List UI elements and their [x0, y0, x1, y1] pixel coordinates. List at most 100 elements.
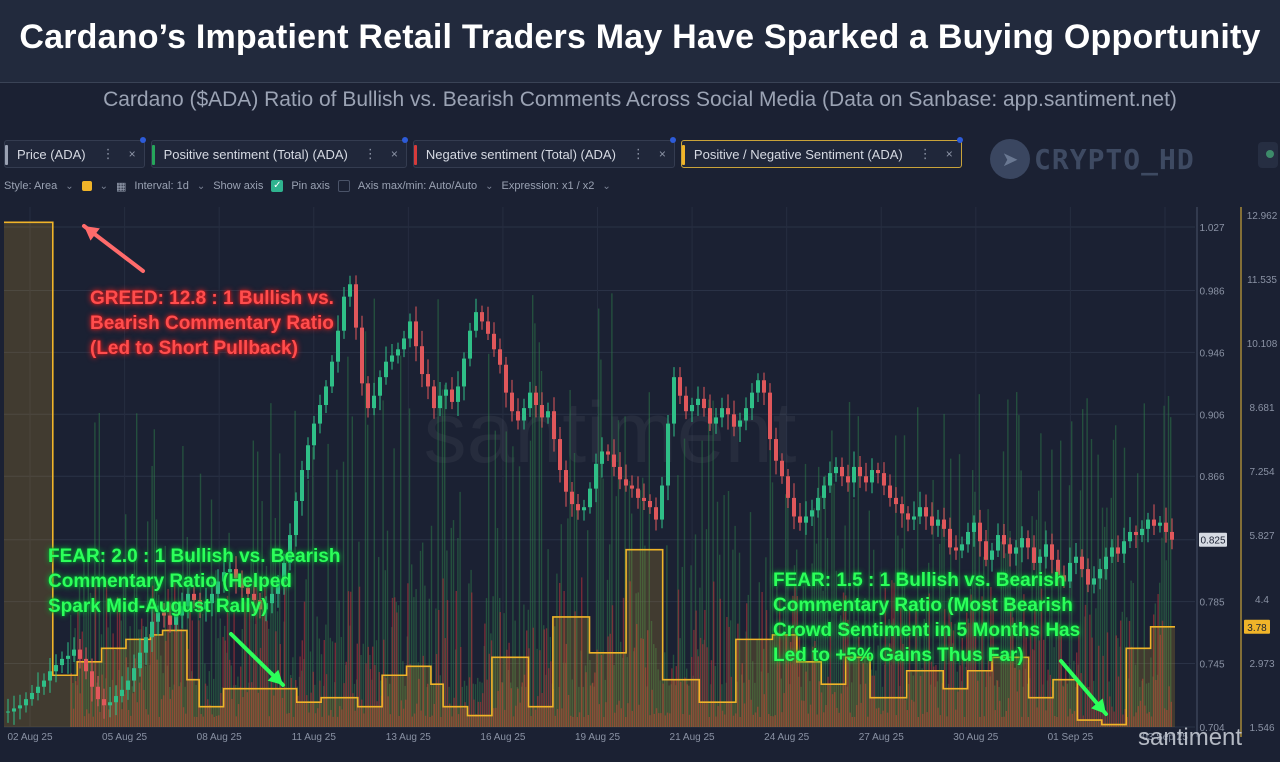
- settings-chip[interactable]: [1258, 142, 1278, 168]
- negative-sentiment-bar: [779, 598, 781, 727]
- negative-sentiment-bar: [281, 697, 284, 727]
- negative-sentiment-bar: [1023, 594, 1025, 727]
- price-candle-body: [1104, 556, 1108, 570]
- negative-sentiment-bar: [583, 716, 585, 727]
- negative-sentiment-bar: [570, 715, 572, 727]
- negative-sentiment-bar: [1153, 614, 1155, 727]
- negative-sentiment-bar: [171, 689, 174, 727]
- negative-sentiment-bar: [356, 643, 358, 727]
- positive-sentiment-bar: [974, 491, 976, 727]
- positive-sentiment-bar: [595, 477, 598, 727]
- negative-sentiment-bar: [235, 716, 237, 727]
- negative-sentiment-bar: [464, 702, 466, 727]
- negative-sentiment-bar: [365, 663, 367, 727]
- chevron-down-icon[interactable]: ⌄: [602, 180, 611, 192]
- negative-sentiment-bar: [451, 716, 453, 727]
- metric-close-icon[interactable]: ×: [945, 147, 953, 161]
- positive-sentiment-bar: [631, 513, 633, 727]
- negative-sentiment-bar: [455, 590, 457, 727]
- negative-sentiment-bar: [1062, 686, 1065, 727]
- metric-close-icon[interactable]: ×: [390, 147, 398, 161]
- price-candle-body: [1002, 535, 1006, 545]
- negative-sentiment-bar: [981, 596, 983, 727]
- negative-sentiment-bar: [812, 646, 814, 727]
- positive-sentiment-bar: [402, 661, 404, 727]
- price-candle-body: [60, 658, 64, 666]
- negative-sentiment-bar: [1117, 676, 1120, 727]
- interval-select[interactable]: Interval: 1d: [134, 180, 189, 192]
- chevron-down-icon[interactable]: ⌄: [485, 180, 494, 192]
- positive-sentiment-bar: [1150, 657, 1152, 727]
- negative-sentiment-bar: [1144, 705, 1146, 727]
- negative-sentiment-bar: [761, 592, 763, 727]
- negative-sentiment-bar: [83, 716, 86, 727]
- metric-tab-positive-sentiment[interactable]: Positive sentiment (Total) (ADA) ⋮ ×: [150, 137, 408, 168]
- price-tick-label: 0.785: [1199, 598, 1224, 609]
- positive-sentiment-bar: [474, 684, 477, 727]
- positive-sentiment-bar: [430, 525, 433, 727]
- positive-sentiment-bar: [1110, 497, 1112, 727]
- negative-sentiment-bar: [1054, 715, 1056, 727]
- negative-sentiment-bar: [1014, 667, 1016, 727]
- axis-minmax-select[interactable]: Axis max/min: Auto/Auto: [357, 180, 478, 192]
- chevron-down-icon[interactable]: ⌄: [196, 180, 206, 192]
- positive-sentiment-bar: [824, 475, 826, 727]
- price-candle-body: [396, 349, 400, 356]
- positive-sentiment-bar: [1060, 440, 1062, 727]
- negative-sentiment-bar: [427, 683, 429, 727]
- negative-sentiment-bar: [735, 713, 737, 727]
- greed-annotation: GREED: 12.8 : 1 Bullish vs. Bearish Comm…: [90, 286, 334, 361]
- positive-sentiment-bar: [804, 463, 807, 727]
- price-candle-body: [414, 321, 418, 347]
- metric-tab-ratio[interactable]: Positive / Negative Sentiment (ADA) ⋮ ×: [680, 137, 963, 168]
- expression-select[interactable]: Expression: x1 / x2: [501, 180, 595, 192]
- negative-sentiment-bar: [587, 715, 589, 727]
- chevron-down-icon[interactable]: ⌄: [99, 180, 108, 192]
- price-candle-body: [42, 680, 46, 687]
- show-axis-checkbox[interactable]: ✓: [271, 180, 284, 192]
- positive-sentiment-bar: [138, 629, 140, 727]
- positive-sentiment-bar: [367, 424, 369, 727]
- negative-sentiment-bar: [233, 608, 235, 727]
- positive-sentiment-bar: [1051, 449, 1053, 727]
- metric-menu-icon[interactable]: ⋮: [631, 146, 645, 161]
- chevron-down-icon[interactable]: ⌄: [65, 180, 74, 192]
- metric-status-dot: [139, 137, 146, 143]
- color-swatch[interactable]: [81, 181, 92, 191]
- positive-sentiment-bar: [287, 549, 290, 727]
- metric-menu-icon[interactable]: ⋮: [363, 146, 377, 161]
- negative-sentiment-bar: [774, 715, 776, 727]
- negative-sentiment-bar: [977, 680, 979, 727]
- positive-sentiment-bar: [714, 665, 716, 727]
- negative-sentiment-bar: [818, 681, 820, 727]
- negative-sentiment-bar: [308, 712, 310, 727]
- price-candle-body: [534, 392, 538, 406]
- price-candle-body: [996, 535, 1000, 551]
- metric-menu-icon[interactable]: ⋮: [918, 146, 932, 161]
- negative-sentiment-bar: [119, 607, 121, 727]
- positive-sentiment-bar: [1027, 683, 1029, 727]
- ratio-line: [4, 221, 1175, 726]
- positive-sentiment-bar: [327, 443, 329, 727]
- positive-sentiment-bar: [155, 519, 158, 727]
- metric-tab-price[interactable]: Price (ADA) ⋮ ×: [4, 137, 146, 168]
- negative-sentiment-bar: [204, 683, 207, 727]
- positive-sentiment-bar: [444, 384, 446, 727]
- negative-sentiment-bar: [495, 707, 497, 727]
- pin-axis-checkbox[interactable]: [337, 180, 350, 192]
- metric-menu-icon[interactable]: ⋮: [101, 146, 115, 161]
- positive-sentiment-bar: [560, 524, 562, 727]
- negative-sentiment-bar: [174, 579, 176, 727]
- positive-sentiment-bar: [136, 413, 138, 727]
- metric-tab-negative-sentiment[interactable]: Negative sentiment (Total) (ADA) ⋮ ×: [412, 137, 676, 168]
- negative-sentiment-bar: [768, 714, 770, 727]
- price-candle-body: [936, 519, 940, 526]
- positive-sentiment-bar: [408, 408, 411, 727]
- negative-sentiment-bar: [251, 682, 253, 727]
- price-candle-body: [120, 689, 124, 697]
- metric-close-icon[interactable]: ×: [128, 147, 136, 161]
- style-select[interactable]: Style: Area: [4, 180, 58, 192]
- price-candle-body: [594, 463, 598, 489]
- metric-close-icon[interactable]: ×: [658, 147, 666, 161]
